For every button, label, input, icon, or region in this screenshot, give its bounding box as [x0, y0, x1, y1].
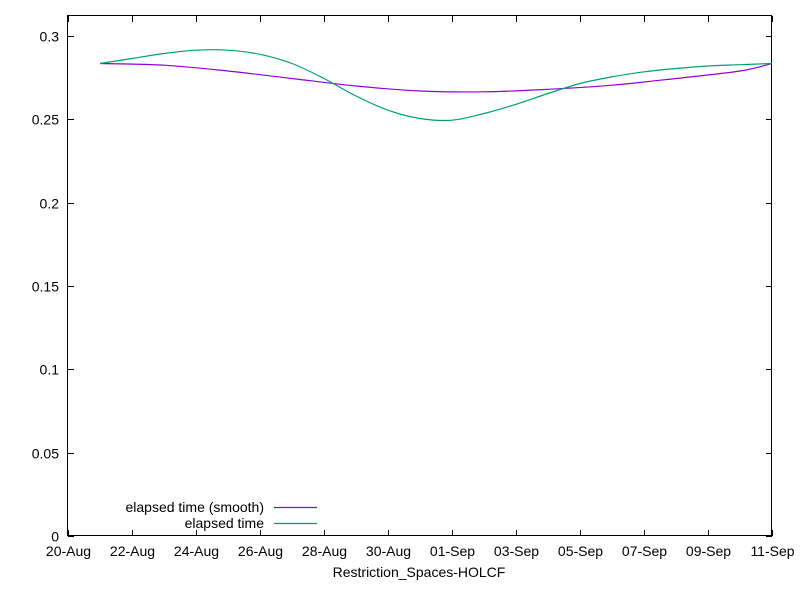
- legend-label: elapsed time (smooth): [125, 499, 264, 515]
- x-tick-label: 20-Aug: [46, 543, 91, 559]
- x-tick-label: 05-Sep: [558, 543, 603, 559]
- x-axis: 20-Aug 22-Aug 24-Aug 26-Aug 28-Aug 30-Aug 01-S…: [46, 16, 795, 559]
- series-line-elapsed-time: [99, 49, 773, 122]
- y-tick-label: 0.1: [40, 362, 60, 378]
- x-tick-label: 22-Aug: [110, 543, 155, 559]
- x-axis-title: Restriction_Spaces-HOLCF: [333, 564, 506, 580]
- y-tick-label: 0.05: [32, 446, 59, 462]
- y-tick-label: 0: [51, 529, 59, 545]
- y-axis: 0 0.05 0.1 0.15 0.2 0.25 0.3: [32, 29, 772, 545]
- plot-area-frame: [67, 15, 772, 536]
- x-tick-label: 30-Aug: [366, 543, 411, 559]
- x-tick-label: 28-Aug: [302, 543, 347, 559]
- x-tick-label: 07-Sep: [622, 543, 667, 559]
- x-tick-label: 09-Sep: [686, 543, 731, 559]
- y-tick-label: 0.2: [40, 196, 60, 212]
- legend: elapsed time (smooth)elapsed time: [125, 499, 317, 531]
- legend-label: elapsed time: [185, 515, 265, 531]
- series-line-elapsed-time-smooth: [99, 62, 773, 93]
- y-tick-label: 0.3: [40, 29, 60, 45]
- x-tick-label: 26-Aug: [238, 543, 283, 559]
- x-tick-label: 01-Sep: [430, 543, 475, 559]
- x-tick-label: 11-Sep: [750, 543, 794, 559]
- x-tick-label: 24-Aug: [174, 543, 219, 559]
- y-tick-label: 0.25: [32, 112, 59, 128]
- y-tick-label: 0.15: [32, 279, 59, 295]
- x-tick-label: 03-Sep: [494, 543, 539, 559]
- series-lines: [99, 49, 773, 122]
